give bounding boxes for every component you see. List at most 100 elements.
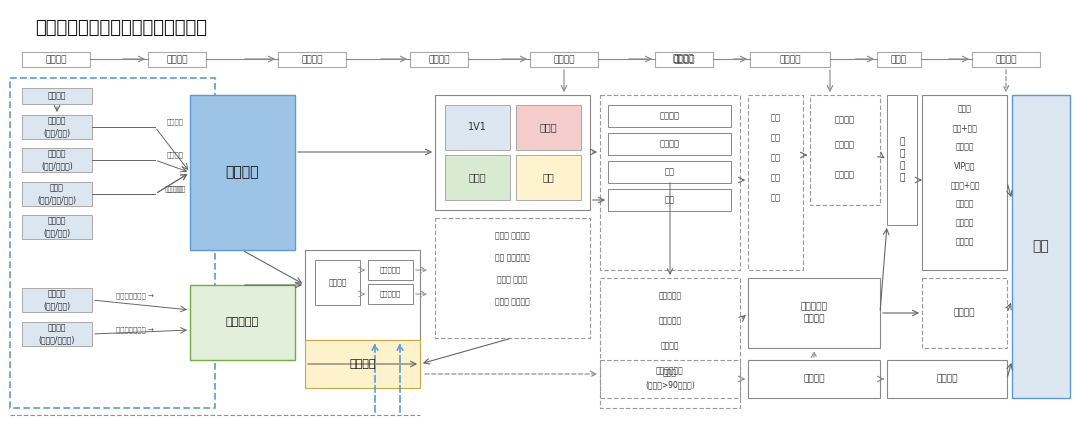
Bar [22,52,90,67]
Text: 千时千度: 千时千度 [835,141,855,149]
Text: 铁粉: 铁粉 [664,168,675,177]
Text: 自媒体
(官方/文章/评论): 自媒体 (官方/文章/评论) [38,184,77,204]
Text: VIP体验: VIP体验 [955,161,975,171]
Bar [922,278,1007,348]
Text: 电商平台
(店铺/商城): 电商平台 (店铺/商城) [43,289,70,310]
Text: 某餐饮连锁品牌私域运营模型概念图: 某餐饮连锁品牌私域运营模型概念图 [35,19,207,37]
Bar [22,215,92,239]
Bar [368,284,413,304]
Bar [750,52,831,67]
Bar [654,52,713,67]
Text: 下单收货返红包 →: 下单收货返红包 → [116,293,154,299]
Text: 会员激活: 会员激活 [835,171,855,180]
Bar [435,95,590,210]
Text: 公域: 公域 [1032,240,1050,253]
Text: 广告投放: 广告投放 [936,375,958,384]
Text: 礼品卡+赠品: 礼品卡+赠品 [950,181,980,190]
Text: 分享裂变: 分享裂变 [996,55,1016,64]
Bar [608,133,731,155]
Bar [748,278,880,348]
Bar [922,95,1007,270]
Text: 企业微信: 企业微信 [226,165,259,180]
Text: 营销活动: 营销活动 [166,55,188,64]
Text: 主小程序: 主小程序 [328,278,347,287]
Text: 直播: 直播 [770,114,781,122]
Text: 会员: 会员 [770,154,781,162]
Text: 浏览未下单: 浏览未下单 [659,292,681,300]
Text: 进店有利: 进店有利 [956,142,974,151]
Bar [972,52,1040,67]
Bar [516,105,581,150]
Bar [148,52,206,67]
Text: 优惠券 套餐价: 优惠券 套餐价 [498,276,527,285]
Text: 到家小程序: 到家小程序 [380,291,401,297]
Text: 下单收货返红包 →: 下单收货返红包 → [116,327,154,333]
Text: 定向发券: 定向发券 [956,218,974,227]
Bar [278,52,346,67]
Text: 人群画像: 人群画像 [954,309,975,318]
Bar [608,161,731,183]
Text: 异常（报警）: 异常（报警） [657,366,684,375]
Bar [435,218,590,338]
Text: 朋友圈: 朋友圈 [469,172,486,183]
Text: 广泛粉丝: 广泛粉丝 [660,112,679,121]
Bar [445,105,510,150]
Text: 快闪社群: 快闪社群 [349,359,376,369]
Text: 营
销
动
作: 营 销 动 作 [900,138,905,182]
Bar [516,155,581,200]
Text: 多次引导: 多次引导 [166,118,184,125]
Bar [600,95,740,270]
Bar [810,95,880,205]
Text: 优惠信息: 优惠信息 [166,152,184,158]
Text: 僵尸库
(不活跃>90天用户): 僵尸库 (不活跃>90天用户) [645,368,694,389]
Text: 视频号: 视频号 [540,122,557,132]
Bar [190,285,295,360]
Text: 老带新: 老带新 [891,55,907,64]
Text: 社群: 社群 [770,134,781,142]
Text: 好评返红包: 好评返红包 [164,186,186,192]
Text: 1V1: 1V1 [468,122,487,132]
Bar [305,250,420,340]
Text: 合作社群
(媒介/落地皮): 合作社群 (媒介/落地皮) [41,150,72,171]
Bar [22,288,92,312]
Text: 强转发: 强转发 [958,105,972,114]
Bar [315,260,360,305]
Bar [305,340,420,388]
Bar [22,148,92,172]
Bar [877,52,921,67]
Text: 复购增购: 复购增购 [780,55,800,64]
Bar [22,182,92,206]
Text: 价值粉丝: 价值粉丝 [660,139,679,148]
Text: 社群: 社群 [542,172,554,183]
Text: 下单购买: 下单购买 [661,342,679,351]
Text: 直播平台
(短视频/直播间): 直播平台 (短视频/直播间) [39,324,76,345]
Bar [22,115,92,139]
Text: 秒杀 第二件半价: 秒杀 第二件半价 [495,253,530,263]
Bar [368,260,413,280]
Text: 签到+积分: 签到+积分 [953,124,977,132]
Text: 下单未付款: 下单未付款 [659,316,681,326]
Bar [22,88,92,104]
Bar [1012,95,1070,398]
Text: 获客渠道: 获客渠道 [45,55,67,64]
Text: 内容: 内容 [770,194,781,203]
Text: 转发有礼: 转发有礼 [956,200,974,208]
Text: 平台外卖
(到店/下单): 平台外卖 (到店/下单) [43,217,70,237]
Text: 用户运营: 用户运营 [672,55,693,63]
Text: 一口价 会员福利: 一口价 会员福利 [495,297,530,306]
Text: 满减送 多人拼团: 满减送 多人拼团 [495,231,530,240]
Text: 会员精细化
管理平台: 会员精细化 管理平台 [800,302,827,323]
Bar [887,360,1007,398]
Text: 商家小程序: 商家小程序 [380,267,401,273]
Bar [445,155,510,200]
Bar [190,95,295,250]
Bar [608,189,731,211]
Bar [748,95,804,270]
Bar [410,52,468,67]
Bar [530,52,598,67]
Bar [600,360,740,398]
Text: 活动引导: 活动引导 [166,186,184,192]
Text: 线下门店
(到店/离开): 线下门店 (到店/离开) [43,117,70,138]
Text: 用户留存: 用户留存 [553,55,575,64]
Bar [10,78,215,408]
